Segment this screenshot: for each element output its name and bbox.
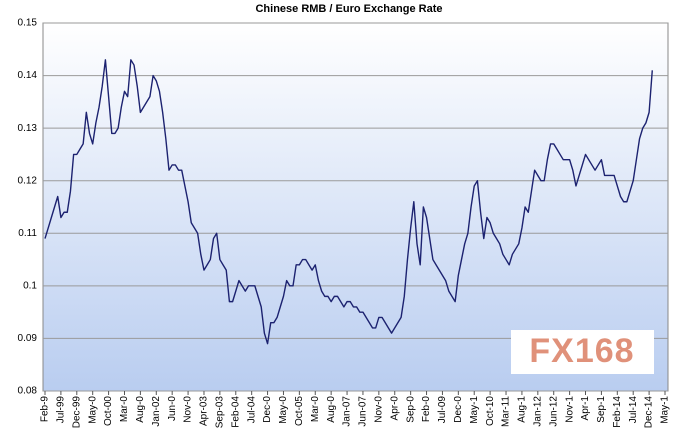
x-tick-label: May-0	[87, 396, 98, 424]
x-tick-label: Dec-99	[71, 396, 82, 429]
x-tick-label: Jun-12	[548, 396, 559, 427]
x-tick-label: Mar-11	[501, 396, 512, 427]
x-tick-label: Jan-12	[532, 396, 543, 427]
x-tick-label: Mar-0	[310, 396, 321, 423]
x-tick-label: Nov-0	[183, 396, 194, 423]
y-tick-label: 0.14	[18, 70, 38, 81]
x-tick-label: Apr-0	[389, 396, 400, 421]
x-tick-label: May-1	[660, 396, 671, 424]
x-tick-label: Apr-03	[199, 396, 210, 426]
x-tick-label: Feb-14	[612, 396, 623, 428]
x-tick-label: Sep-03	[215, 396, 226, 429]
x-tick-label: May-1	[469, 396, 480, 424]
x-tick-label: Sep-0	[405, 396, 416, 423]
x-tick-label: Jan-07	[342, 396, 353, 427]
data-line	[44, 59, 653, 345]
watermark-box: FX168	[511, 330, 654, 374]
x-tick-label: Dec-0	[262, 396, 273, 423]
x-tick-label: Dec-14	[644, 396, 655, 429]
x-tick-label: Aug-0	[135, 396, 146, 423]
x-tick-label: Dec-0	[453, 396, 464, 423]
y-tick-label: 0.09	[18, 333, 38, 344]
x-tick-label: Aug-1	[517, 396, 528, 423]
x-tick-label: Oct-00	[103, 396, 114, 426]
y-tick-label: 0.1	[23, 280, 37, 291]
x-tick-label: Feb-9	[40, 396, 51, 423]
chart-title: Chinese RMB / Euro Exchange Rate	[255, 3, 442, 15]
x-tick-label: Jun-0	[167, 396, 178, 421]
x-tick-label: Jan-02	[151, 396, 162, 427]
plot-area	[42, 22, 669, 392]
x-tick-label: Apr-1	[580, 396, 591, 421]
y-tick-label: 0.15	[18, 18, 38, 29]
x-tick-label: Oct-05	[294, 396, 305, 426]
x-tick-label: Jul-14	[628, 396, 639, 424]
watermark-bg	[511, 330, 654, 374]
y-tick-label: 0.08	[18, 386, 38, 397]
x-tick-label: Jul-09	[437, 396, 448, 424]
x-tick-label: Oct-10	[485, 396, 496, 426]
watermark: FX168	[529, 332, 634, 370]
y-tick-label: 0.13	[18, 123, 38, 134]
x-tick-label: May-0	[278, 396, 289, 424]
y-tick-label: 0.12	[18, 175, 38, 186]
x-tick-label: Feb-0	[421, 396, 432, 423]
x-tick-label: Mar-0	[119, 396, 130, 423]
x-tick-label: Feb-04	[230, 396, 241, 428]
x-tick-label: Nov-1	[564, 396, 575, 423]
x-tick-label: Sep-1	[596, 396, 607, 423]
x-tick-label: Jun-07	[358, 396, 369, 427]
x-tick-label: Jul-99	[56, 396, 67, 424]
x-tick-label: Aug-0	[326, 396, 337, 423]
x-tick-label: Nov-0	[373, 396, 384, 423]
x-tick-label: Jul-04	[246, 396, 257, 424]
y-tick-label: 0.11	[18, 228, 37, 239]
